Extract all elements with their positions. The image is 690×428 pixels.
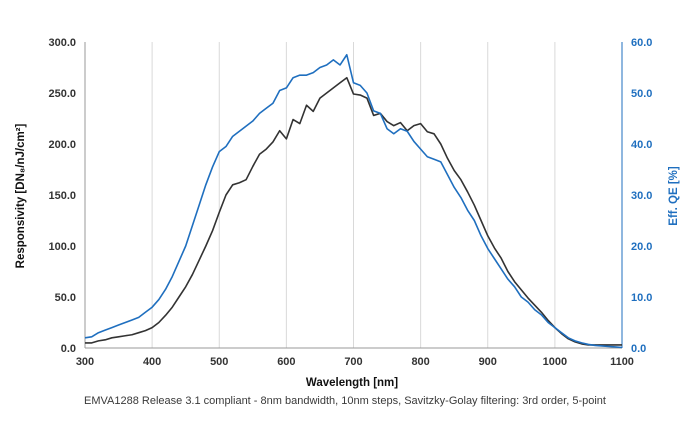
x-tick-label: 700	[344, 356, 362, 368]
series-group	[84, 53, 623, 349]
grid-lines	[84, 42, 623, 348]
x-tick-label: 900	[479, 356, 497, 368]
y2-tick-label: 40.0	[631, 139, 652, 151]
y-tick-label: 0.0	[61, 343, 76, 355]
x-tick-label: 400	[143, 356, 161, 368]
x-axis-title: Wavelength [nm]	[306, 377, 398, 389]
tick-labels: 300 400 500 600 700 800 900 1000 11000.050.0100.…	[48, 37, 652, 368]
y2-tick-label: 50.0	[631, 88, 652, 100]
x-tick-label: 1100	[610, 356, 634, 368]
y-tick-label: 200.0	[48, 139, 76, 151]
responsivity-series-line	[85, 76, 622, 346]
x-tick-label: 300	[76, 356, 94, 368]
x-tick-label: 600	[277, 356, 295, 368]
y-tick-label: 100.0	[48, 241, 76, 253]
chart-caption: EMVA1288 Release 3.1 compliant - 8nm ban…	[84, 395, 606, 407]
y-tick-label: 250.0	[48, 88, 76, 100]
y2-tick-label: 30.0	[631, 190, 652, 202]
y-tick-label: 150.0	[48, 190, 76, 202]
y-tick-label: 300.0	[48, 37, 76, 49]
y2-tick-label: 0.0	[631, 343, 646, 355]
y2-axis-title: Eff. QE [%]	[668, 166, 680, 226]
y-axis-title: Responsivity [DN₈/nJ/cm²]	[15, 123, 27, 268]
qe-series-line	[84, 53, 623, 349]
y2-tick-label: 10.0	[631, 292, 652, 304]
axes	[84, 42, 623, 349]
y2-tick-label: 20.0	[631, 241, 652, 253]
x-tick-label: 1000	[543, 356, 567, 368]
x-tick-label: 500	[210, 356, 228, 368]
x-tick-label: 800	[411, 356, 429, 368]
y-tick-label: 50.0	[55, 292, 76, 304]
y2-tick-label: 60.0	[631, 37, 652, 49]
